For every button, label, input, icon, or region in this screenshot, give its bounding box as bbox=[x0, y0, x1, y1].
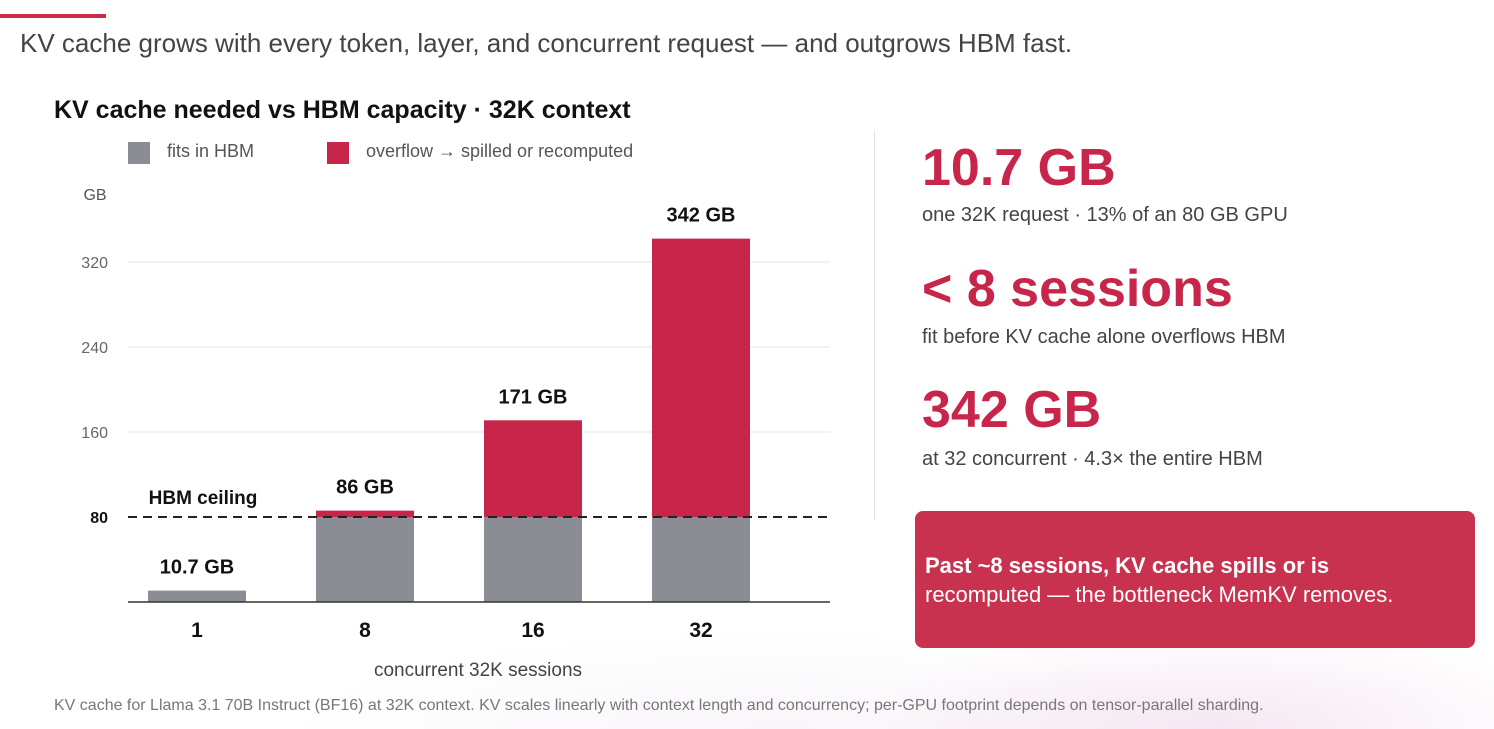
bar-fits-in-hbm bbox=[652, 517, 750, 602]
y-tick-label: 160 bbox=[81, 425, 108, 442]
legend-item-overflow: overflow → spilled or recomputed bbox=[327, 138, 633, 164]
bar-overflow bbox=[484, 420, 582, 517]
callout-bold-text: Past ~8 sessions, KV cache spills or is bbox=[925, 553, 1330, 578]
bar-fits-in-hbm bbox=[484, 517, 582, 602]
chart-title: KV cache needed vs HBM capacity · 32K co… bbox=[54, 96, 631, 124]
stat-label-total: at 32 concurrent · 4.3× the entire HBM bbox=[922, 448, 1263, 470]
accent-line bbox=[0, 14, 106, 18]
y-tick-label: 80 bbox=[90, 510, 108, 527]
x-tick-label: 1 bbox=[191, 619, 203, 642]
footnote: KV cache for Llama 3.1 70B Instruct (BF1… bbox=[54, 697, 1264, 714]
bar-data-label: 86 GB bbox=[336, 477, 394, 499]
bar-fits-in-hbm bbox=[316, 517, 414, 602]
y-tick-label: 240 bbox=[81, 340, 108, 357]
bar-data-label: 342 GB bbox=[667, 205, 736, 227]
legend-label-overflow: overflow → spilled or recomputed bbox=[366, 140, 634, 161]
x-tick-label: 16 bbox=[521, 619, 544, 642]
legend-swatch-fits bbox=[128, 142, 150, 164]
stat-value-sessions: < 8 sessions bbox=[922, 260, 1233, 318]
stat-value-total: 342 GB bbox=[922, 381, 1102, 439]
bar-overflow bbox=[652, 238, 750, 517]
slide-headline: KV cache grows with every token, layer, … bbox=[20, 28, 1073, 58]
stat-value-request-size: 10.7 GB bbox=[922, 139, 1116, 197]
bar-fits-in-hbm bbox=[148, 590, 246, 602]
hbm-ceiling-label: HBM ceiling bbox=[149, 488, 258, 509]
stat-label-request-size: one 32K request · 13% of an 80 GB GPU bbox=[922, 204, 1288, 226]
y-tick-label: 320 bbox=[81, 255, 108, 272]
stat-label-sessions: fit before KV cache alone overflows HBM bbox=[922, 326, 1286, 348]
bar-chart: GB 80 160 240 320 10.7 GB 1 86 GB 8 171 GB 16 342 G… bbox=[81, 187, 830, 681]
bar-data-label: 10.7 GB bbox=[160, 557, 234, 579]
bar-data-label: 171 GB bbox=[499, 386, 568, 408]
x-tick-label: 32 bbox=[689, 619, 712, 642]
bar-overflow bbox=[316, 510, 414, 517]
legend-item-fits: fits in HBM bbox=[128, 138, 254, 164]
callout-text: Past ~8 sessions, KV cache spills or is … bbox=[925, 551, 1465, 609]
callout-rest-text: recomputed — the bottleneck MemKV remove… bbox=[925, 582, 1394, 607]
legend-label-fits: fits in HBM bbox=[167, 140, 255, 161]
x-axis-title: concurrent 32K sessions bbox=[374, 660, 582, 681]
section-divider bbox=[874, 130, 875, 520]
x-tick-label: 8 bbox=[359, 619, 371, 642]
y-axis-unit-label: GB bbox=[83, 187, 106, 204]
callout-box: Past ~8 sessions, KV cache spills or is … bbox=[915, 511, 1475, 648]
legend-swatch-overflow bbox=[327, 142, 349, 164]
